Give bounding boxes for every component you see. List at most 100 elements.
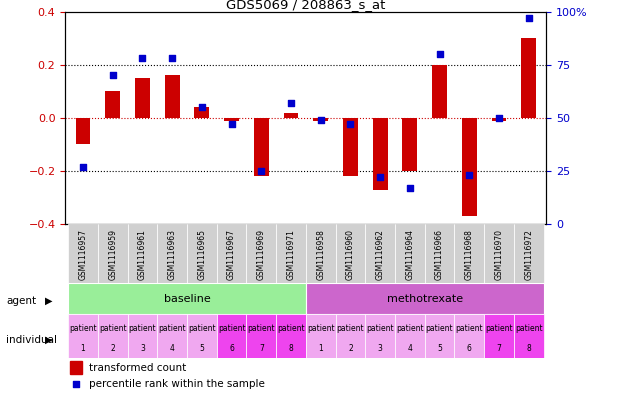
Text: GSM1116959: GSM1116959 [108,229,117,280]
Bar [313,118,328,121]
Text: GSM1116958: GSM1116958 [316,229,325,279]
Text: GSM1116970: GSM1116970 [494,229,504,280]
Bar [365,224,395,283]
Bar [365,314,395,358]
Point [402,292,412,298]
Point [197,104,207,110]
Bar [455,224,484,283]
Point [524,15,533,21]
Text: transformed count: transformed count [89,362,186,373]
Bar [68,283,306,314]
Point [405,185,415,191]
Point [227,121,237,127]
Point [108,72,118,79]
Text: patient: patient [337,324,365,333]
Text: 5: 5 [199,343,204,353]
Point [494,115,504,121]
Bar [425,314,455,358]
Bar [306,224,335,283]
Text: ▶: ▶ [45,335,52,345]
Text: 6: 6 [467,343,472,353]
Bar [165,75,179,118]
Bar [127,224,157,283]
Text: 1: 1 [81,343,86,353]
Bar [76,118,91,144]
Text: patient: patient [129,324,156,333]
Bar [194,107,209,118]
Text: GSM1116965: GSM1116965 [197,229,206,280]
Bar [284,112,299,118]
Bar [68,224,98,283]
Text: 5: 5 [437,343,442,353]
Text: 4: 4 [170,343,175,353]
Bar [157,314,187,358]
Bar [425,224,455,283]
Bar [335,224,365,283]
Bar [68,314,98,358]
Text: patient: patient [218,324,245,333]
Text: GSM1116969: GSM1116969 [256,229,266,280]
Bar [247,314,276,358]
Point [375,174,385,180]
Text: GSM1116966: GSM1116966 [435,229,444,280]
Text: 7: 7 [259,343,264,353]
Bar [157,224,187,283]
Bar [306,314,335,358]
Text: 6: 6 [229,343,234,353]
Text: individual: individual [6,335,57,345]
Point [315,117,325,123]
Text: 8: 8 [289,343,293,353]
Text: GSM1116968: GSM1116968 [465,229,474,279]
Bar [135,78,150,118]
Point [256,168,266,174]
Text: patient: patient [485,324,513,333]
Text: patient: patient [307,324,335,333]
Bar [402,118,417,171]
Title: GDS5069 / 208863_s_at: GDS5069 / 208863_s_at [226,0,386,11]
Point [78,163,88,170]
Bar [491,118,506,121]
Text: patient: patient [99,324,127,333]
Text: percentile rank within the sample: percentile rank within the sample [89,379,265,389]
Bar [276,224,306,283]
Point [286,100,296,106]
Text: GSM1116960: GSM1116960 [346,229,355,280]
Text: 4: 4 [407,343,412,353]
Text: ▶: ▶ [45,296,52,306]
Text: 2: 2 [348,343,353,353]
Text: patient: patient [455,324,483,333]
Point [345,121,355,127]
Text: 1: 1 [319,343,323,353]
Bar [187,224,217,283]
Text: GSM1116972: GSM1116972 [524,229,533,279]
Text: GSM1116957: GSM1116957 [78,229,88,280]
Point [465,172,474,178]
Text: patient: patient [188,324,215,333]
Text: patient: patient [158,324,186,333]
Text: patient: patient [247,324,275,333]
Bar [395,224,425,283]
Text: agent: agent [6,296,37,306]
Bar [343,118,358,176]
Text: patient: patient [69,324,97,333]
Text: GSM1116961: GSM1116961 [138,229,147,279]
Bar [514,314,543,358]
Text: 2: 2 [111,343,115,353]
Text: patient: patient [515,324,543,333]
Text: 3: 3 [140,343,145,353]
Text: patient: patient [366,324,394,333]
Text: 3: 3 [378,343,383,353]
Bar [335,314,365,358]
Bar [217,224,247,283]
Bar [98,314,127,358]
Bar [395,314,425,358]
Bar [276,314,306,358]
Bar [224,118,239,121]
Bar [306,283,543,314]
Text: GSM1116962: GSM1116962 [376,229,384,279]
Bar [106,91,120,118]
Text: patient: patient [426,324,453,333]
Point [435,51,445,57]
Text: 7: 7 [497,343,501,353]
Bar [484,314,514,358]
